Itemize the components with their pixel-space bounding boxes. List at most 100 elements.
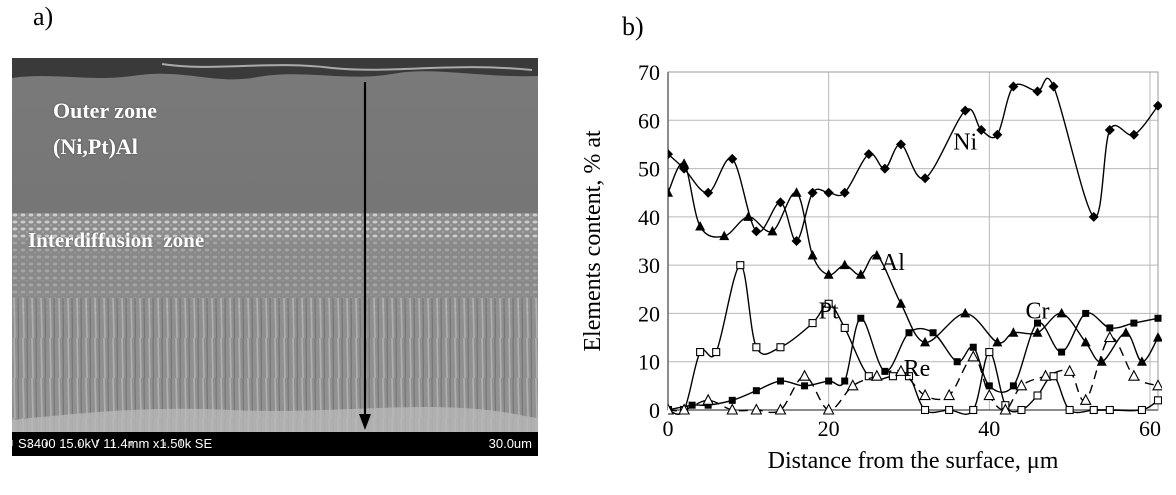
data-point-cr	[776, 377, 784, 385]
data-point-al	[895, 298, 906, 308]
data-point-al	[807, 249, 818, 260]
data-point-re	[967, 350, 980, 362]
scale-bar-ticks	[12, 440, 182, 446]
data-point-re	[846, 379, 859, 391]
data-point-pt	[840, 323, 849, 332]
data-point-cr	[905, 329, 913, 337]
data-point-re	[1039, 369, 1052, 381]
data-point-cr	[688, 401, 696, 409]
data-point-ni	[775, 197, 786, 208]
data-point-al	[1136, 356, 1147, 366]
data-point-re	[870, 369, 883, 381]
data-point-al	[679, 158, 690, 168]
data-point-cr	[1154, 314, 1162, 322]
y-tick-label: 60	[638, 108, 660, 133]
data-point-pt	[888, 372, 897, 381]
data-point-pt	[1153, 396, 1162, 405]
data-point-cr	[985, 382, 993, 390]
data-point-pt	[1017, 405, 1026, 415]
data-point-ni	[751, 226, 762, 237]
y-tick-label: 20	[638, 301, 660, 326]
series-label-re: Re	[904, 356, 931, 382]
outer-zone-title: Outer zone	[53, 98, 158, 123]
data-point-ni	[895, 139, 906, 150]
y-tick-label: 10	[638, 350, 660, 375]
data-point-cr	[881, 367, 889, 375]
sem-acquisition-info: S3400 15.0kV 11.4mm x1.50k SE	[18, 436, 213, 451]
data-point-ni	[791, 236, 802, 246]
data-point-cr	[1034, 319, 1042, 327]
y-axis-title: Elements content, % at	[580, 130, 606, 352]
data-point-al	[920, 336, 931, 347]
data-point-ni	[960, 105, 971, 116]
sem-micrograph: Outer zone (Ni,Pt)Al Interdiffusion zone…	[12, 58, 538, 456]
data-point-al	[1056, 307, 1067, 318]
data-point-ni	[1088, 211, 1099, 222]
data-point-cr	[857, 314, 865, 322]
data-point-cr	[841, 377, 849, 385]
data-point-al	[791, 187, 802, 197]
y-tick-label: 0	[649, 398, 660, 423]
data-point-al	[1008, 327, 1019, 337]
series-ni	[668, 77, 1162, 246]
data-point-re	[943, 388, 956, 401]
data-point-ni	[839, 187, 850, 198]
data-point-al	[1080, 336, 1091, 347]
data-point-ni	[807, 187, 818, 198]
data-point-ni	[920, 173, 931, 184]
data-point-ni	[823, 187, 834, 198]
data-point-pt	[945, 405, 954, 415]
panel-b-label: b)	[622, 12, 644, 41]
series-label-al: Al	[881, 250, 905, 276]
data-point-ni	[1104, 124, 1115, 135]
data-point-al	[1153, 332, 1162, 342]
x-tick-label: 0	[663, 416, 674, 441]
series-pt	[668, 261, 1162, 415]
outer-zone-formula: (Ni,Pt)Al	[53, 134, 138, 159]
x-axis-title: Distance from the surface, μm	[768, 448, 1059, 474]
data-point-pt	[712, 348, 721, 357]
data-point-ni	[1032, 86, 1043, 97]
data-point-ni	[879, 163, 890, 174]
data-point-re	[1103, 330, 1116, 343]
y-tick-label: 50	[638, 157, 660, 182]
data-point-re	[726, 403, 739, 415]
data-point-cr	[969, 343, 977, 351]
data-point-al	[668, 187, 673, 197]
data-point-cr	[1058, 348, 1066, 356]
data-point-al	[1032, 327, 1043, 337]
data-point-al	[743, 211, 754, 221]
data-point-al	[960, 307, 971, 318]
data-point-re	[1015, 379, 1028, 391]
plot-frame	[667, 71, 1159, 411]
interdiffusion-zone-label: Interdiffusion zone	[28, 228, 205, 252]
panel-a-label: a)	[33, 2, 54, 31]
data-point-pt	[1089, 405, 1098, 415]
data-point-re	[774, 403, 787, 415]
data-point-ni	[1048, 81, 1059, 92]
data-point-pt	[985, 348, 994, 357]
data-point-re	[1152, 379, 1162, 391]
data-point-al	[719, 230, 730, 241]
data-point-pt	[1065, 405, 1074, 415]
data-point-re	[668, 403, 674, 415]
data-point-pt	[824, 299, 833, 308]
sem-info-bar: S3400 15.0kV 11.4mm x1.50k SE 30.0um	[12, 432, 538, 456]
data-point-pt	[776, 343, 785, 352]
data-point-re	[822, 403, 835, 415]
data-point-ni	[668, 149, 673, 160]
data-point-pt	[920, 405, 930, 415]
data-point-al	[855, 269, 866, 279]
data-point-pt	[808, 319, 817, 328]
data-point-cr	[1130, 319, 1138, 327]
data-point-cr	[929, 329, 937, 337]
sem-image-texture	[12, 58, 538, 456]
elements-profile-chart: 0 20 40 60 0 10 20 30 40 50 60 70 Distance from the …	[580, 60, 1162, 474]
data-point-cr	[1009, 382, 1017, 390]
data-point-pt	[752, 343, 761, 352]
data-point-re	[750, 403, 763, 415]
data-point-pt	[736, 261, 745, 270]
x-tick-label: 40	[978, 416, 1000, 441]
data-point-cr	[1082, 309, 1090, 317]
series-cr	[668, 309, 1162, 414]
